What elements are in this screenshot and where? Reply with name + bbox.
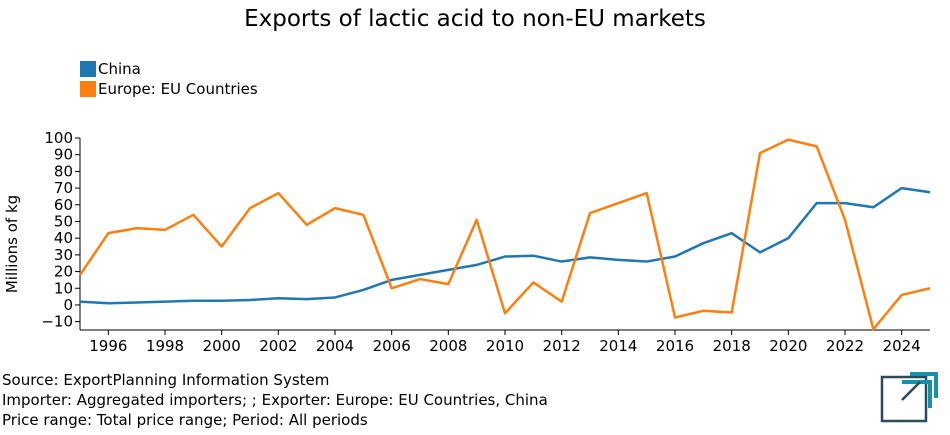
legend-swatch-eu [80, 81, 96, 97]
y-tick-label: −10 [41, 313, 73, 331]
x-tick-label: 2008 [429, 337, 467, 355]
x-tick-label: 2014 [599, 337, 637, 355]
y-tick-label: 60 [54, 196, 73, 214]
y-tick-label: 40 [54, 229, 73, 247]
x-tick-label: 2022 [826, 337, 864, 355]
legend: China Europe: EU Countries [80, 59, 258, 99]
x-tick-label: 2024 [883, 337, 921, 355]
y-tick-label: 30 [54, 246, 73, 264]
x-tick-label: 1998 [146, 337, 184, 355]
legend-label-eu: Europe: EU Countries [98, 80, 258, 98]
series-line-eu [78, 138, 931, 331]
chart-title: Exports of lactic acid to non-EU markets [244, 6, 706, 32]
x-tick-label: 2002 [259, 337, 297, 355]
y-tick-label: 80 [54, 162, 73, 180]
x-tick-label: 2006 [373, 337, 411, 355]
source-notes: Source: ExportPlanning Information Syste… [2, 370, 548, 430]
series-line-china [79, 186, 931, 305]
y-tick-label: 50 [54, 212, 73, 230]
x-tick-label: 1996 [89, 337, 127, 355]
x-tick-label: 2000 [203, 337, 241, 355]
y-tick-label: 20 [54, 263, 73, 281]
y-tick-label: 90 [54, 146, 73, 164]
exportplanning-logo-icon [880, 372, 938, 423]
y-tick-label: 70 [54, 179, 73, 197]
x-tick-label: 2018 [713, 337, 751, 355]
legend-item-china[interactable]: China [80, 59, 258, 79]
price-period-line: Price range: Total price range; Period: … [2, 411, 368, 429]
y-tick-label: 100 [44, 129, 73, 147]
legend-swatch-china [80, 61, 96, 77]
x-tick-label: 2012 [543, 337, 581, 355]
source-line: Source: ExportPlanning Information Syste… [2, 371, 330, 389]
y-tick-label: 0 [63, 296, 73, 314]
legend-item-eu[interactable]: Europe: EU Countries [80, 79, 258, 99]
y-tick-label: 10 [54, 279, 73, 297]
y-axis-label: Millions of kg [3, 195, 21, 293]
importer-exporter-line: Importer: Aggregated importers; ; Export… [2, 391, 548, 409]
x-tick-label: 2020 [769, 337, 807, 355]
x-tick-label: 2016 [656, 337, 694, 355]
x-tick-label: 2004 [316, 337, 354, 355]
legend-label-china: China [98, 60, 141, 78]
x-tick-label: 2010 [486, 337, 524, 355]
